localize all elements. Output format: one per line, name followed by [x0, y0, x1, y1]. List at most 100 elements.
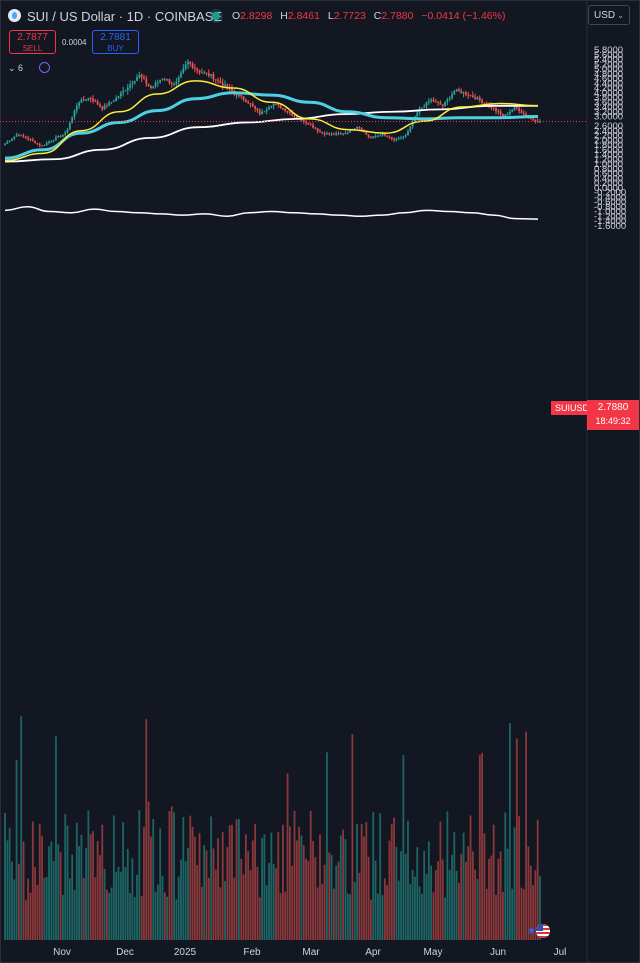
volume-bar — [370, 899, 372, 940]
candle-body — [483, 102, 486, 104]
candle-body — [175, 82, 178, 84]
candle-body — [393, 138, 395, 141]
volume-bar — [346, 893, 349, 940]
volume-bar — [17, 863, 20, 940]
volume-bar — [305, 858, 307, 940]
volume-bar — [238, 819, 240, 940]
candle-body — [481, 100, 483, 103]
volume-bar — [22, 841, 25, 940]
candle-body — [214, 79, 217, 81]
candle-body — [504, 114, 507, 117]
volume-bar — [217, 838, 219, 940]
indicators-toggle[interactable]: ⌄ 6 — [8, 63, 24, 73]
volume-bar — [397, 880, 400, 940]
candle-body — [251, 103, 254, 107]
symbol-price-tag: SUIUSD — [551, 401, 593, 415]
x-axis-tick-label: Jun — [490, 947, 506, 958]
candle-body — [108, 102, 111, 106]
volume-bar — [258, 897, 261, 940]
candle-body — [272, 103, 275, 106]
volume-bar — [374, 860, 377, 940]
volume-bar — [460, 853, 463, 940]
candle-body — [154, 82, 157, 87]
symbol-title[interactable]: SUI / US Dollar · 1D · COINBASE — [27, 9, 223, 24]
volume-bar — [464, 861, 467, 940]
x-axis-tick-label: 2025 — [174, 947, 197, 958]
candle-body — [395, 138, 398, 141]
candle-body — [444, 101, 446, 106]
volume-bar — [284, 891, 287, 940]
volume-bar — [298, 826, 301, 940]
candle-body — [55, 137, 57, 140]
volume-bar — [411, 869, 414, 940]
star-icon[interactable]: ★ — [527, 926, 536, 937]
candle-body — [302, 119, 305, 122]
volume-bar — [103, 868, 106, 940]
y-axis-tick-label: 4.8000 — [594, 69, 623, 80]
y-axis-tick-label: 2.4000 — [594, 126, 623, 137]
y-axis-tick-label: 3.2000 — [594, 107, 623, 118]
y-axis-tick-label: 0.8000 — [594, 164, 623, 175]
buy-button[interactable]: 2.7881 BUY — [92, 30, 139, 54]
volume-bar — [430, 865, 433, 940]
volume-bar — [138, 810, 141, 940]
volume-bar — [520, 887, 523, 940]
change-value: −0.0414 (−1.46%) — [421, 10, 506, 22]
volume-bar — [108, 893, 111, 940]
volume-ma-line — [4, 205, 539, 220]
volume-bar — [386, 885, 389, 940]
volume-bar — [11, 861, 13, 940]
y-axis-tick-label: 4.4000 — [594, 78, 623, 89]
high-label: H — [280, 10, 288, 22]
volume-bar — [106, 889, 108, 940]
candle-body — [36, 143, 39, 145]
y-axis-tick-label: -0.2000 — [594, 188, 626, 199]
volume-bar — [446, 811, 449, 940]
candle-body — [106, 105, 108, 107]
y-axis-tick-label: 3.4000 — [594, 102, 623, 113]
candle-body — [143, 77, 145, 79]
currency-select[interactable]: USD ⌄ — [588, 5, 630, 25]
volume-bar — [140, 895, 143, 940]
candle-body — [462, 92, 465, 94]
volume-bar — [349, 894, 351, 940]
volume-bar — [13, 879, 16, 940]
volume-bar — [513, 827, 516, 940]
candle-body — [279, 105, 282, 109]
candle-body — [513, 106, 516, 110]
candle-body — [437, 101, 439, 103]
indicator-settings-icon[interactable] — [39, 62, 50, 73]
volume-bar — [48, 846, 50, 940]
volume-bar — [265, 885, 268, 940]
volume-bar — [467, 846, 470, 940]
candle-body — [360, 128, 363, 131]
candle-body — [420, 107, 423, 109]
candle-body — [68, 123, 71, 130]
candle-body — [212, 74, 215, 80]
volume-bar — [143, 827, 145, 940]
volume-bar — [261, 838, 263, 940]
volume-bar — [344, 839, 347, 940]
volume-bar — [52, 861, 55, 940]
candle-body — [309, 124, 312, 126]
candle-body — [300, 119, 303, 121]
y-axis-tick-label: 5.4000 — [594, 55, 623, 66]
volume-bar — [365, 822, 368, 940]
volume-bar — [309, 810, 312, 940]
volume-bar — [240, 858, 243, 940]
candle-body — [326, 133, 328, 135]
candle-body — [520, 111, 523, 113]
volume-bar — [87, 810, 90, 940]
volume-bar — [326, 752, 328, 940]
sell-label: SELL — [22, 44, 43, 53]
candle-body — [115, 97, 118, 102]
candle-body — [434, 101, 437, 103]
volume-bar — [451, 854, 453, 940]
y-axis-tick-label: 2.0000 — [594, 135, 623, 146]
y-axis-tick-label: 0.2000 — [594, 178, 623, 189]
volume-bar — [414, 876, 416, 940]
volume-bar — [476, 879, 479, 940]
sell-button[interactable]: 2.7877 SELL — [9, 30, 56, 54]
us-flag-icon[interactable] — [536, 924, 550, 938]
